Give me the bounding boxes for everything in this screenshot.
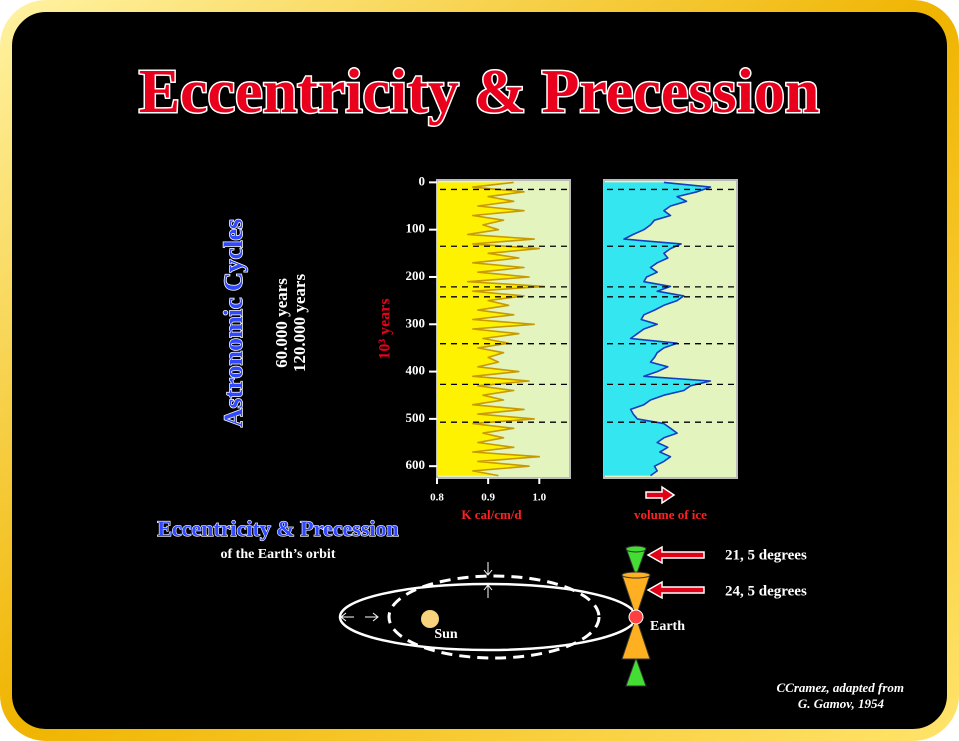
line — [623, 181, 712, 477]
cycle-label: 60.000 years — [272, 278, 291, 368]
x-tick-label: 1.0 — [532, 492, 546, 504]
slide-title: Eccentricity & Precession — [139, 58, 820, 126]
x-axis-label: volume of ice — [634, 507, 707, 522]
y-tick-label: 600 — [406, 457, 426, 472]
area — [604, 182, 711, 476]
ice-arrow — [645, 485, 676, 505]
line — [466, 181, 546, 477]
credit: G. Gamov, 1954 — [798, 696, 885, 711]
x-tick-label: 0.8 — [430, 492, 444, 504]
tilt-label: 21, 5 degrees — [725, 547, 807, 563]
orbit-subtitle: of the Earth’s orbit — [221, 547, 336, 562]
credit: CCramez, adapted from — [777, 680, 904, 695]
side-title: Astronomic Cycles — [219, 219, 248, 427]
tilt-arrow — [646, 545, 705, 600]
orbit-title: Eccentricity & Precession — [157, 516, 399, 541]
orbit-diagram — [338, 485, 705, 687]
y-axis-label: 10³ years — [377, 298, 394, 359]
y-tick-label: 100 — [406, 221, 426, 236]
y-tick-label: 0 — [419, 173, 426, 188]
axis-cap — [625, 545, 647, 553]
sun — [421, 610, 439, 628]
earth-label: Earth — [650, 619, 685, 634]
earth — [628, 609, 644, 625]
tilt-label: 24, 5 degrees — [725, 583, 807, 599]
x-axis-label: K cal/cm/d — [461, 507, 522, 522]
area — [437, 182, 545, 476]
cycle-label: 120.000 years — [290, 274, 309, 373]
x-tick-label: 0.9 — [481, 492, 495, 504]
orbit-dashed — [387, 574, 601, 660]
y-tick-label: 300 — [406, 315, 426, 330]
arrow — [483, 562, 493, 598]
axis-cap — [621, 571, 651, 579]
sun-label: Sun — [434, 627, 458, 642]
y-tick-label: 200 — [406, 268, 426, 283]
arrow — [340, 612, 379, 622]
y-tick-label: 500 — [406, 410, 426, 425]
y-tick-label: 400 — [406, 363, 426, 378]
